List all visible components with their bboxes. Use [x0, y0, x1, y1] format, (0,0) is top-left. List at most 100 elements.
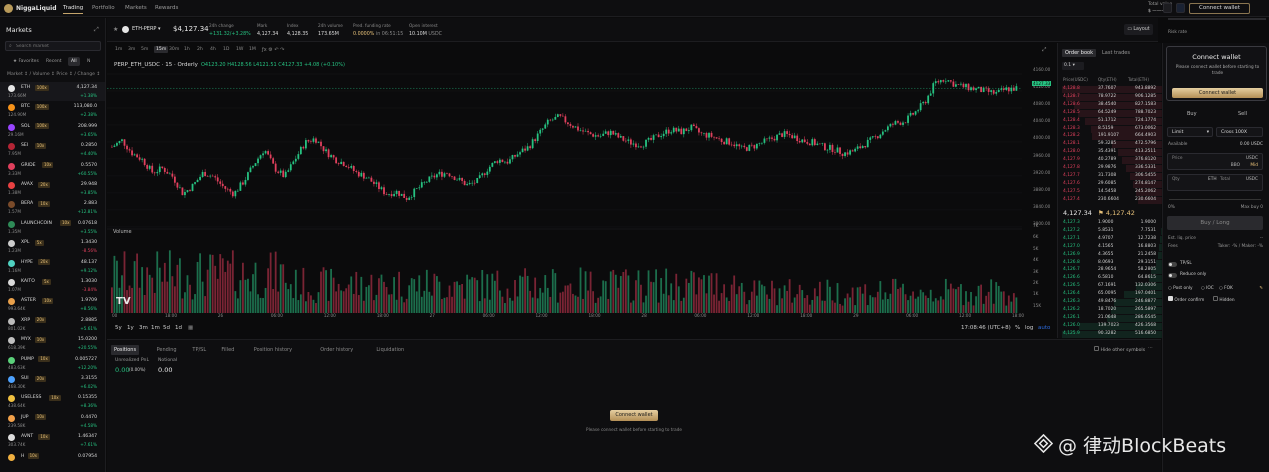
market-row[interactable]: H 10x 0.07954 — [0, 451, 105, 470]
ask-row[interactable]: 4,127.8 29.9876 336.5331 — [1058, 165, 1162, 172]
ask-row[interactable]: 4,128.1 59.3285 472.5796 — [1058, 141, 1162, 149]
bid-row[interactable]: 4,127.0 4.1565 16.8803 — [1058, 243, 1162, 251]
scale-percent[interactable]: % — [1015, 325, 1021, 331]
nav-markets[interactable]: Markets — [125, 5, 147, 11]
range-1y[interactable]: 1y — [127, 325, 134, 331]
nav-trading[interactable]: Trading — [63, 5, 84, 14]
filter-recent[interactable]: Recent — [46, 59, 62, 64]
market-row[interactable]: PUMP 10x 483.63K 0.005727 +12.20% — [0, 354, 105, 373]
timeframe-30m[interactable]: 30m — [169, 47, 180, 52]
positions-tab-position-history[interactable]: Position history — [253, 347, 293, 353]
ask-row[interactable]: 4,127.6 29.6085 274.8147 — [1058, 180, 1162, 188]
range-1d[interactable]: 1d — [175, 325, 182, 331]
ask-row[interactable]: 4,128.5 64.5249 788.7023 — [1058, 109, 1162, 117]
filter-all[interactable]: All — [68, 57, 80, 66]
ask-row[interactable]: 4,128.4 51.1712 724.1774 — [1058, 117, 1162, 125]
bid-row[interactable]: 4,126.0 139.7023 426.3568 — [1058, 322, 1162, 330]
market-row[interactable]: USELESS 10x 438.64K 0.15355 +8.36% — [0, 392, 105, 411]
market-row[interactable]: SOL 100x 29.16M 208.999 +3.65% — [0, 121, 105, 140]
market-row[interactable]: BTC 100x 124.90M 113,080.0 +2.38% — [0, 101, 105, 120]
market-row[interactable]: LAUNCHCOIN 10x 1.35M 0.07618 +3.55% — [0, 218, 105, 237]
bid-row[interactable]: 4,126.2 18.7020 265.5897 — [1058, 306, 1162, 314]
bid-row[interactable]: 4,126.8 8.0693 29.3151 — [1058, 259, 1162, 267]
bid-row[interactable]: 4,126.9 4.3655 21.2458 — [1058, 251, 1162, 259]
positions-tab-pending[interactable]: Pending — [156, 347, 177, 353]
buy-tab[interactable]: Buy — [1187, 111, 1197, 117]
tab-order-book[interactable]: Order book — [1062, 49, 1096, 57]
market-search-input[interactable] — [16, 43, 96, 49]
bid-row[interactable]: 4,125.9 90.3282 516.6850 — [1058, 330, 1162, 338]
timeframe-3m[interactable]: 3m — [128, 47, 136, 52]
ask-row[interactable]: 4,127.7 31.7308 306.5455 — [1058, 172, 1162, 180]
market-row[interactable]: XPL 5x 1.23M 1.3430 -8.56% — [0, 237, 105, 256]
mid-button[interactable]: Mid — [1250, 163, 1258, 168]
market-row[interactable]: KAITO 5x 1.07M 1.3030 -3.84% — [0, 276, 105, 295]
bid-row[interactable]: 4,127.2 5.8531 7.7531 — [1058, 227, 1162, 235]
ask-row[interactable]: 4,127.9 40.2789 376.8120 — [1058, 157, 1162, 165]
market-row[interactable]: BERA 10x 1.57M 2.883 +12.81% — [0, 198, 105, 217]
indicator-icon[interactable]: ƒx ⚙ ↶ ↷ — [262, 47, 285, 53]
brand-logo-icon[interactable] — [4, 4, 13, 13]
market-row[interactable]: MYX 10x 618.39K 15.0200 +20.55% — [0, 334, 105, 353]
hide-other-symbols[interactable]: Hide other symbols — [1094, 346, 1145, 353]
chain-selector-icon[interactable] — [1163, 3, 1172, 13]
tradingview-logo-icon[interactable]: TV — [116, 296, 131, 307]
ask-row[interactable]: 4,127.4 230.6604 230.6604 — [1058, 196, 1162, 204]
market-row[interactable]: AVNT 10x 303.74K 1.46347 +7.61% — [0, 431, 105, 450]
ask-row[interactable]: 4,128.8 37.7607 943.8892 — [1058, 86, 1162, 93]
range-5y[interactable]: 5y — [115, 325, 122, 331]
pin-icon[interactable]: ✎ — [1259, 286, 1263, 291]
timeframe-1M[interactable]: 1M — [249, 47, 256, 52]
timeframe-1D[interactable]: 1D — [223, 47, 230, 52]
favorite-star-icon[interactable]: ★ — [113, 26, 119, 33]
nav-rewards[interactable]: Rewards — [155, 5, 179, 11]
positions-tab-filled[interactable]: Filled — [221, 347, 235, 353]
range-3m[interactable]: 3m — [139, 325, 148, 331]
market-row[interactable]: SEI 10x 7.95M 0.2850 +4.40% — [0, 140, 105, 159]
market-row[interactable]: JUP 10x 239.58K 0.4470 +4.58% — [0, 412, 105, 431]
filter-favorites[interactable]: ★ Favorites — [13, 59, 39, 64]
market-row[interactable]: HYPE 20x 1.16M 48.137 +9.12% — [0, 257, 105, 276]
qty-slider[interactable] — [1169, 199, 1261, 200]
ask-row[interactable]: 4,128.6 38.4540 827.1583 — [1058, 101, 1162, 109]
tick-size-select[interactable]: 0.1 ▾ — [1062, 62, 1084, 70]
bid-row[interactable]: 4,126.1 21.0648 286.6545 — [1058, 314, 1162, 322]
positions-tab-positions[interactable]: Positions — [111, 345, 140, 355]
ask-row[interactable]: 4,128.7 78.9722 906.1285 — [1058, 93, 1162, 101]
market-row[interactable]: GRIDE 10x 3.33M 0.5570 +60.55% — [0, 160, 105, 179]
bid-row[interactable]: 4,127.1 4.9707 12.7238 — [1058, 235, 1162, 243]
ask-row[interactable]: 4,128.3 8.5159 673.0062 — [1058, 125, 1162, 133]
fok-option[interactable]: ○ FOK — [1219, 286, 1233, 291]
tpsl-toggle[interactable] — [1168, 262, 1177, 267]
expand-icon[interactable]: ⤢ — [94, 26, 99, 33]
buy-long-button[interactable]: Buy / Long — [1167, 216, 1263, 230]
hidden-checkbox[interactable]: Hidden — [1213, 296, 1235, 303]
bid-row[interactable]: 4,126.3 49.8476 246.8877 — [1058, 299, 1162, 306]
price-input[interactable]: Price USDC BBO Mid — [1167, 153, 1263, 170]
positions-tab-order-history[interactable]: Order history — [320, 347, 354, 353]
timeframe-1W[interactable]: 1W — [236, 47, 244, 52]
order-confirm-checkbox[interactable]: Order confirm — [1168, 296, 1204, 303]
scale-log[interactable]: log — [1025, 325, 1034, 331]
sell-tab[interactable]: Sell — [1238, 111, 1248, 117]
more-options-icon[interactable]: ⋯ — [1148, 345, 1153, 351]
timeframe-1m[interactable]: 1m — [115, 47, 123, 52]
price-chart[interactable]: 1m 3m 5m 15m 30m 1h 2h 4h 1D 1W 1M ƒx ⚙ ↶ ↷ ⤢ PERP… — [107, 43, 1056, 338]
bid-row[interactable]: 4,126.6 6.5810 64.8615 — [1058, 275, 1162, 283]
scale-auto[interactable]: auto — [1038, 325, 1051, 331]
ask-row[interactable]: 4,128.0 35.4391 413.2511 — [1058, 149, 1162, 157]
timeframe-5m[interactable]: 5m — [141, 47, 149, 52]
range-1m[interactable]: 1m — [151, 325, 160, 331]
bid-row[interactable]: 4,126.4 65.0095 197.0401 — [1058, 291, 1162, 299]
order-type-select[interactable]: Limit ▾ — [1167, 127, 1213, 137]
brand-name[interactable]: NiggaLiquid — [16, 5, 57, 12]
bid-row[interactable]: 4,126.5 67.1691 132.0306 — [1058, 283, 1162, 291]
timeframe-1h[interactable]: 1h — [184, 47, 190, 52]
network-icon[interactable] — [1176, 3, 1185, 13]
market-search[interactable]: ⌕ — [5, 41, 101, 51]
bbo-button[interactable]: BBO — [1230, 163, 1240, 168]
filter-more[interactable]: N — [87, 59, 91, 64]
connect-wallet-button[interactable]: Connect wallet — [1189, 3, 1250, 14]
date-range-icon[interactable]: ▦ — [188, 325, 194, 331]
reduce-only-toggle[interactable] — [1168, 273, 1177, 278]
